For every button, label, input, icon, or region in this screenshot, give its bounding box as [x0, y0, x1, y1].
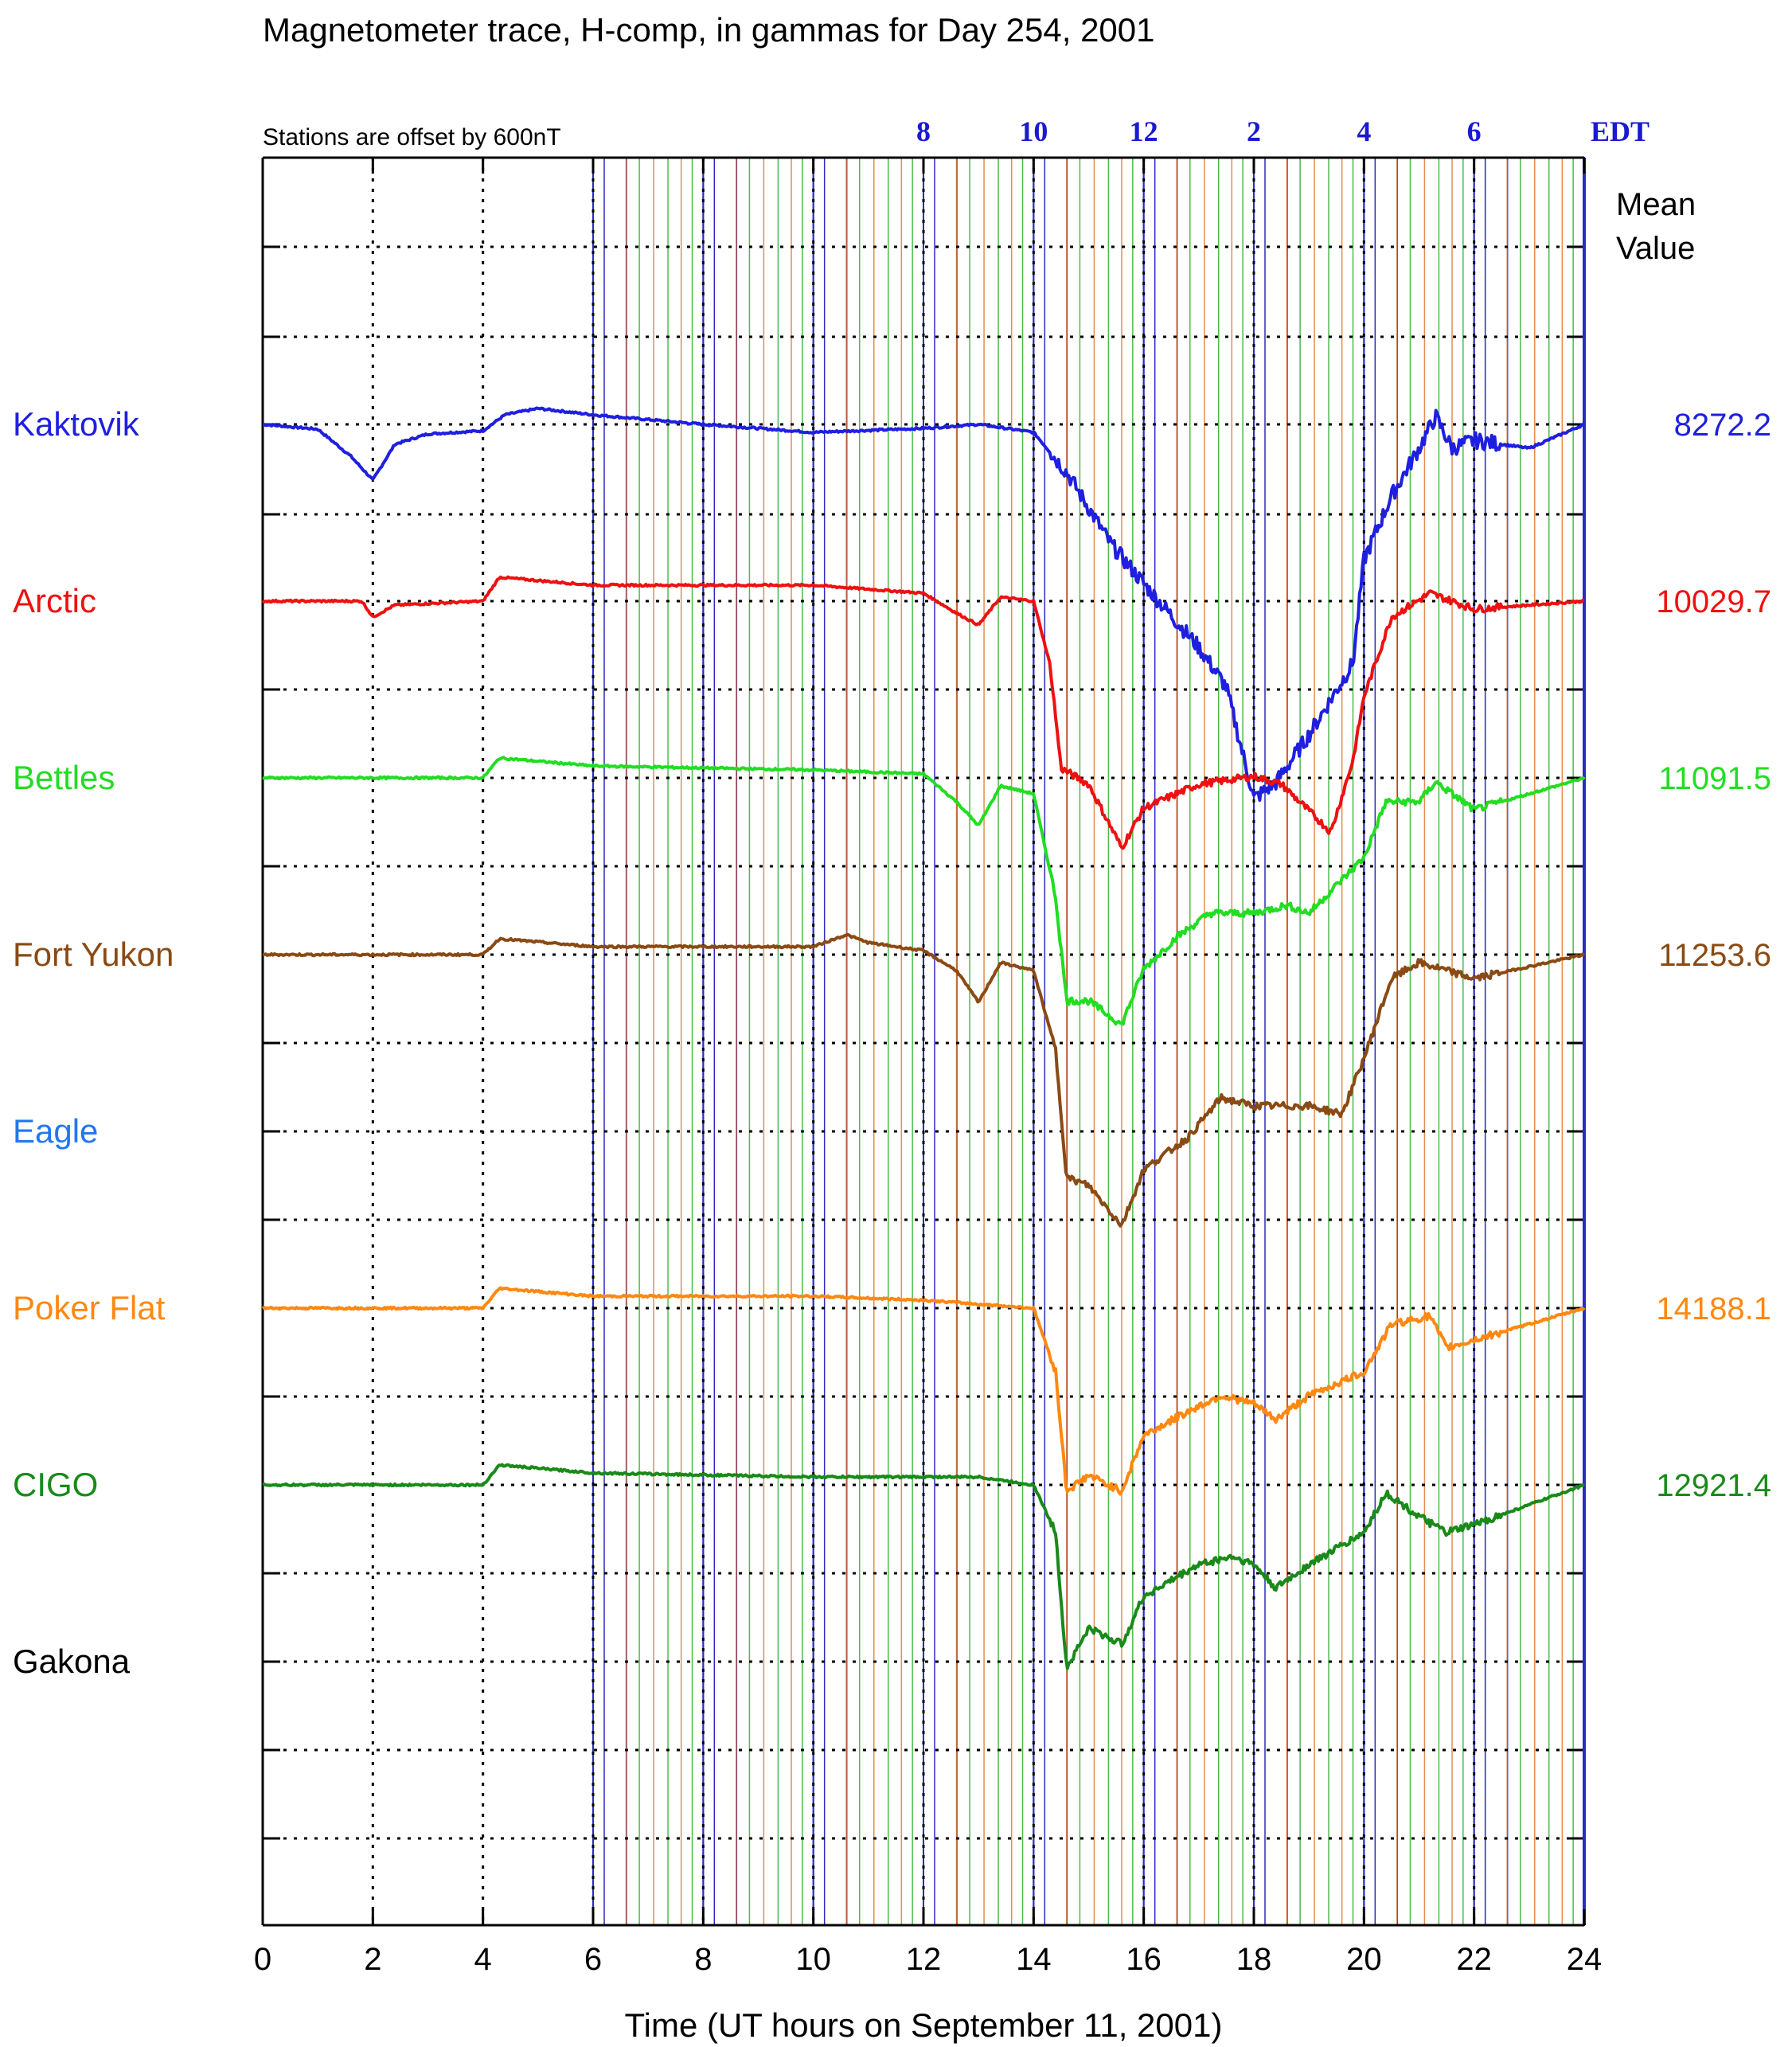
- edt-label: EDT: [1591, 115, 1649, 147]
- edt-band-inner-box: [1154, 157, 1178, 1926]
- x-tick-label: 4: [474, 1942, 492, 1977]
- edt-label: 10: [1019, 115, 1048, 147]
- x-tick-label: 6: [584, 1942, 602, 1977]
- mean-header-line2: Value: [1616, 231, 1695, 266]
- series-trace: [262, 406, 1585, 802]
- edt-band-box: [1253, 157, 1365, 1926]
- edt-band-inner-box: [603, 157, 627, 1926]
- x-tick-label: 16: [1126, 1942, 1161, 1977]
- mean-value: 10029.7: [1656, 584, 1771, 619]
- station-label: Eagle: [13, 1112, 98, 1150]
- station-label: CIGO: [13, 1466, 98, 1503]
- series-trace: [262, 1463, 1585, 1670]
- station-label: Bettles: [13, 759, 115, 796]
- edt-band-inner-box: [823, 157, 848, 1926]
- edt-band-inner-box: [1484, 157, 1509, 1926]
- edt-label: 4: [1357, 115, 1371, 147]
- x-tick-label: 0: [254, 1942, 271, 1977]
- x-tick-label: 8: [694, 1942, 712, 1977]
- edt-band-box: [923, 157, 1035, 1926]
- x-tick-label: 24: [1567, 1942, 1603, 1977]
- x-tick-label: 22: [1456, 1942, 1492, 1977]
- station-label: Kaktovik: [13, 405, 140, 443]
- station-label: Poker Flat: [13, 1289, 166, 1326]
- edt-band-inner-box: [713, 157, 738, 1926]
- mean-value: 12921.4: [1656, 1468, 1771, 1503]
- x-tick-labels: 0 2 4 6 8 10 12 14 16 18 20 22 24: [254, 158, 1602, 1977]
- edt-label: 8: [916, 115, 931, 147]
- edt-band-box: [1363, 157, 1475, 1926]
- edt-band-inner-box: [1264, 157, 1288, 1926]
- x-axis-label: Time (UT hours on September 11, 2001): [625, 2006, 1223, 2044]
- x-tick-label: 20: [1346, 1942, 1382, 1977]
- edt-band-box: [812, 157, 925, 1926]
- edt-band-box: [1473, 157, 1585, 1926]
- series-traces: [261, 406, 1586, 1670]
- edt-labels: 8 10 12 2 4 6 EDT: [916, 115, 1649, 147]
- edt-band-inner-box: [1374, 157, 1399, 1926]
- x-tick-label: 2: [364, 1942, 381, 1977]
- series-trace: [261, 1286, 1586, 1496]
- series-trace: [262, 756, 1586, 1026]
- series-trace: [262, 932, 1586, 1228]
- x-tick-label: 12: [906, 1942, 942, 1977]
- offset-note: Stations are offset by 600nT: [263, 124, 561, 150]
- mean-value: 11253.6: [1658, 938, 1771, 973]
- x-tick-label: 10: [795, 1942, 831, 1977]
- mean-value: 8272.2: [1674, 408, 1771, 443]
- station-labels: Kaktovik 8272.2 Arctic 10029.7 Bettles 11091.…: [13, 405, 1771, 1680]
- mean-header-line1: Mean: [1616, 187, 1696, 222]
- edt-band-box: [1033, 157, 1145, 1926]
- x-tick-label: 18: [1236, 1942, 1272, 1977]
- chart-title: Magnetometer trace, H-comp, in gammas fo…: [263, 11, 1155, 49]
- x-tick-label: 14: [1016, 1942, 1052, 1977]
- mean-value: 14188.1: [1656, 1291, 1771, 1326]
- station-label: Arctic: [13, 582, 96, 619]
- edt-band-box: [1142, 157, 1255, 1926]
- edt-band-box: [702, 157, 814, 1926]
- edt-label: 6: [1467, 115, 1482, 147]
- series-trace: [261, 575, 1585, 850]
- edt-label: 2: [1247, 115, 1261, 147]
- station-label: Gakona: [13, 1643, 131, 1680]
- mean-value: 11091.5: [1658, 761, 1771, 796]
- edt-label: 12: [1130, 115, 1158, 147]
- station-label: Fort Yukon: [13, 936, 174, 973]
- edt-band-inner-box: [934, 157, 958, 1926]
- edt-band-inner-box: [1044, 157, 1068, 1926]
